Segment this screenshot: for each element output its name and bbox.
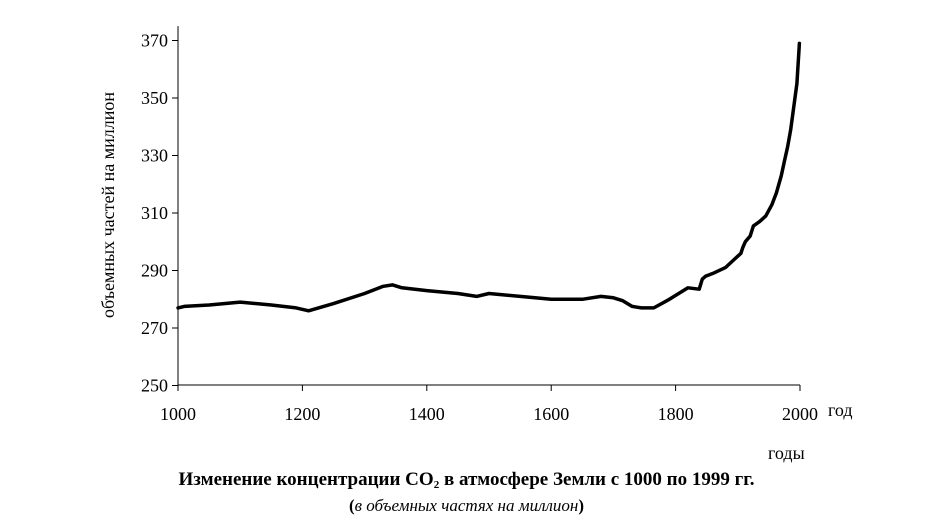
x-tick-label: 2000 bbox=[782, 404, 818, 424]
chart-title: Изменение концентрации CO2 в атмосфере З… bbox=[0, 469, 933, 491]
y-tick-label: 270 bbox=[141, 318, 168, 338]
y-tick-label: 370 bbox=[141, 31, 168, 51]
x-axis-label-below: годы bbox=[768, 443, 805, 463]
y-tick-label: 290 bbox=[141, 261, 168, 281]
co2-line-chart: 250 270 290 310 330 350 370 1000 1200 1400 1600 18… bbox=[98, 26, 853, 463]
y-tick-label: 350 bbox=[141, 88, 168, 108]
co2-series-line bbox=[176, 41, 802, 313]
chart-subtitle-text: в объемных частях на миллион bbox=[354, 496, 579, 515]
chart-title-subscript: 2 bbox=[433, 479, 440, 491]
chart-subtitle: (в объемных частях на миллион) bbox=[348, 496, 585, 515]
chart-title-main: Изменение концентрации CO bbox=[178, 469, 434, 490]
y-tick-label: 330 bbox=[141, 146, 168, 166]
chart-title-rest: в атмосфере Земли с 1000 по 1999 гг. bbox=[439, 469, 755, 490]
x-tick-label: 1600 bbox=[533, 404, 569, 424]
y-tick-label: 310 bbox=[141, 203, 168, 223]
x-axis-ticks: 1000 1200 1400 1600 1800 2000 bbox=[160, 385, 818, 424]
x-tick-label: 1400 bbox=[409, 404, 445, 424]
x-tick-label: 1800 bbox=[658, 404, 694, 424]
x-axis-label-right: год bbox=[828, 400, 853, 420]
x-tick-label: 1200 bbox=[284, 404, 320, 424]
y-tick-label: 250 bbox=[141, 376, 168, 396]
y-axis-label: объемных частей на миллион bbox=[98, 92, 118, 318]
y-axis-ticks: 250 270 290 310 330 350 370 bbox=[141, 31, 178, 396]
x-tick-label: 1000 bbox=[160, 404, 196, 424]
